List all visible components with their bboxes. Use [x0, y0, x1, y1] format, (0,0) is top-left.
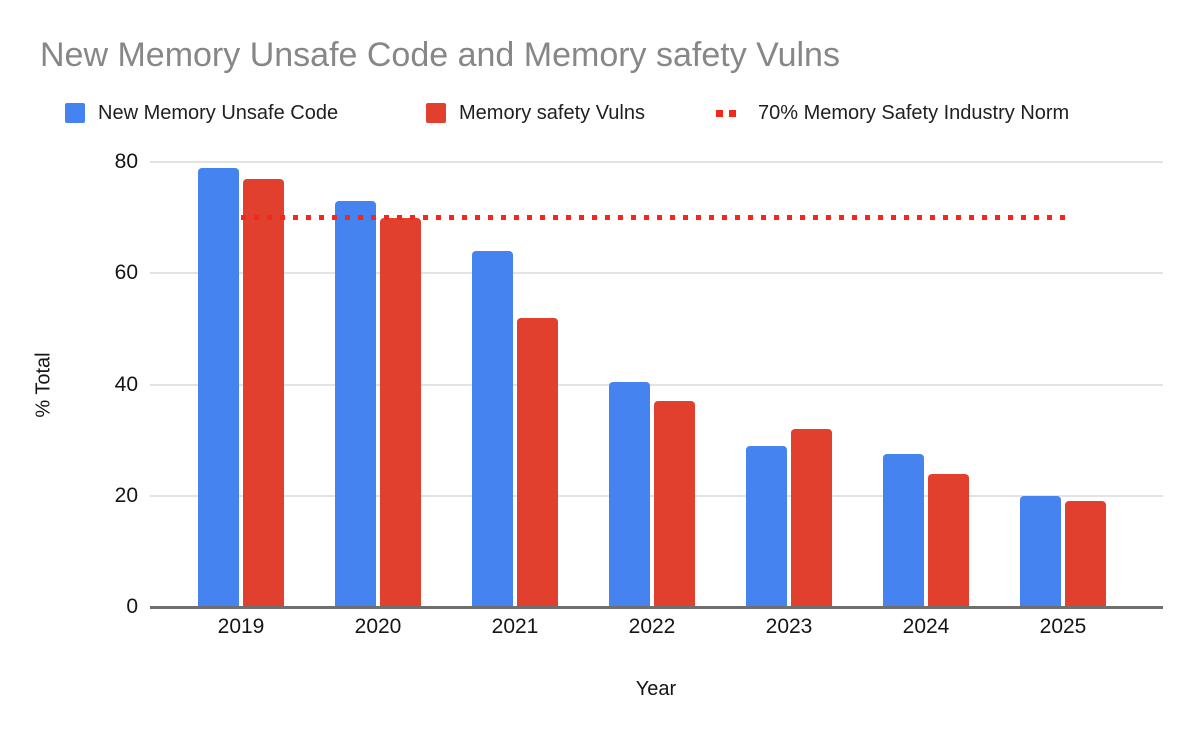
- y-tick-label-40: 40: [114, 372, 138, 396]
- bar-2024-vulns: [928, 473, 969, 607]
- bar-2022-vulns: [654, 401, 695, 607]
- legend-swatch-red-icon: [426, 103, 446, 123]
- bar-2019-unsafe-code: [198, 167, 239, 607]
- y-tick-label-80: 80: [114, 150, 138, 173]
- bar-2023-unsafe-code: [746, 445, 787, 607]
- x-tick-label-2020: 2020: [354, 615, 402, 638]
- x-tick-label-2023: 2023: [765, 615, 813, 638]
- bar-2019-vulns: [243, 178, 284, 607]
- legend-swatch-blue-icon: [65, 103, 85, 123]
- legend-item-industry-norm: 70% Memory Safety Industry Norm: [716, 100, 1069, 126]
- x-tick-label-2022: 2022: [628, 615, 676, 638]
- chart-title: New Memory Unsafe Code and Memory safety…: [40, 36, 840, 74]
- bar-2023-vulns: [791, 429, 832, 607]
- bar-2020-vulns: [380, 217, 421, 607]
- y-tick-label-0: 0: [126, 595, 138, 618]
- legend-dotted-line-icon: [716, 109, 736, 117]
- bar-2024-unsafe-code: [883, 454, 924, 607]
- gridline-60: [150, 272, 1163, 275]
- legend-item-new-memory-unsafe-code: New Memory Unsafe Code: [65, 100, 338, 126]
- legend-label: 70% Memory Safety Industry Norm: [758, 101, 1070, 124]
- x-tick-label-2021: 2021: [491, 615, 539, 638]
- legend-label: New Memory Unsafe Code: [98, 101, 339, 124]
- legend-item-memory-safety-vulns: Memory safety Vulns: [426, 100, 645, 126]
- x-axis-line: [150, 605, 1163, 609]
- legend-label: Memory safety Vulns: [459, 101, 645, 124]
- bar-2021-vulns: [517, 317, 558, 607]
- bar-2022-unsafe-code: [609, 381, 650, 607]
- y-tick-label-60: 60: [114, 261, 138, 285]
- bar-2025-unsafe-code: [1020, 495, 1061, 607]
- reference-line-70-percent: [241, 215, 1066, 221]
- y-tick-label-20: 20: [114, 483, 138, 507]
- bar-2021-unsafe-code: [472, 251, 513, 607]
- gridline-40: [150, 383, 1163, 386]
- x-tick-label-2019: 2019: [217, 615, 265, 638]
- x-tick-label-2024: 2024: [902, 615, 950, 638]
- y-axis-title: % Total: [32, 352, 55, 418]
- x-axis-title: Year: [635, 678, 677, 700]
- gridline-80: [150, 161, 1163, 163]
- x-tick-label-2025: 2025: [1039, 615, 1087, 638]
- bar-2020-unsafe-code: [335, 200, 376, 607]
- bar-2025-vulns: [1065, 501, 1106, 607]
